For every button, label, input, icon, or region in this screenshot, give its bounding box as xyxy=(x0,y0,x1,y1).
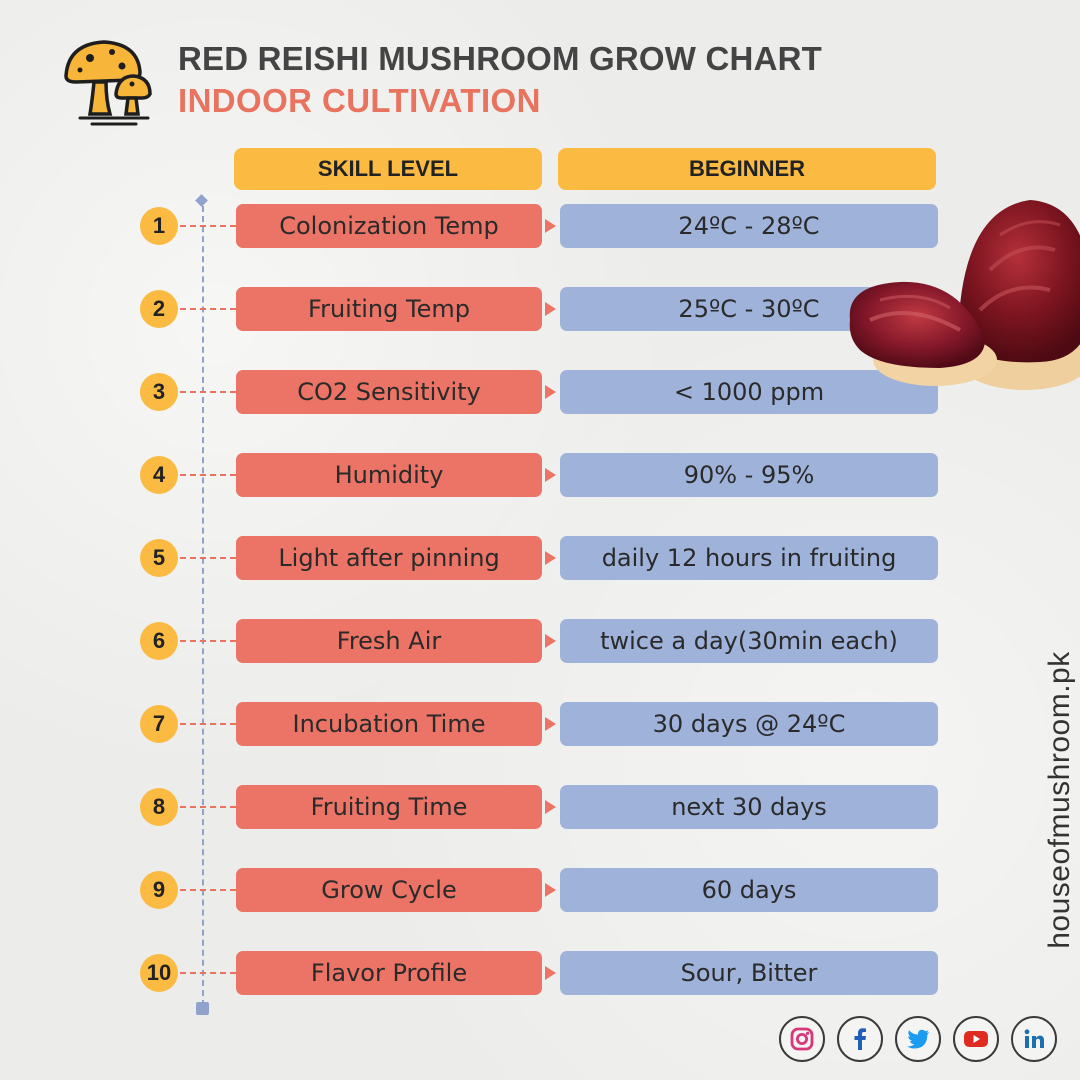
parameter-value: 90% - 95% xyxy=(560,453,938,497)
parameter-value: twice a day(30min each) xyxy=(560,619,938,663)
parameter-value: Sour, Bitter xyxy=(560,951,938,995)
arrow-icon xyxy=(545,800,556,814)
table-row: 6 Fresh Air twice a day(30min each) xyxy=(0,619,1080,663)
parameter-label: Flavor Profile xyxy=(236,951,542,995)
arrow-icon xyxy=(545,468,556,482)
parameter-label: Grow Cycle xyxy=(236,868,542,912)
table-row: 4 Humidity 90% - 95% xyxy=(0,453,1080,497)
parameter-label: Fruiting Temp xyxy=(236,287,542,331)
table-row: 9 Grow Cycle 60 days xyxy=(0,868,1080,912)
row-number: 6 xyxy=(140,622,178,660)
parameter-label: Light after pinning xyxy=(236,536,542,580)
connector-line xyxy=(180,723,236,725)
table-row: 8 Fruiting Time next 30 days xyxy=(0,785,1080,829)
arrow-icon xyxy=(545,385,556,399)
arrow-icon xyxy=(545,634,556,648)
instagram-icon[interactable] xyxy=(779,1016,825,1062)
arrow-icon xyxy=(545,219,556,233)
row-number: 10 xyxy=(140,954,178,992)
arrow-icon xyxy=(545,551,556,565)
connector-line xyxy=(180,308,236,310)
connector-line xyxy=(180,972,236,974)
connector-line xyxy=(180,889,236,891)
table-row: 10 Flavor Profile Sour, Bitter xyxy=(0,951,1080,995)
parameter-label: Humidity xyxy=(236,453,542,497)
parameter-value: 30 days @ 24ºC xyxy=(560,702,938,746)
reishi-mushroom-image xyxy=(840,190,1080,410)
connector-line xyxy=(180,391,236,393)
parameter-label: CO2 Sensitivity xyxy=(236,370,542,414)
mushroom-logo-icon xyxy=(60,38,156,128)
parameter-value: < 1000 ppm xyxy=(560,370,938,414)
page-title: RED REISHI MUSHROOM GROW CHART xyxy=(178,40,822,77)
arrow-icon xyxy=(545,302,556,316)
parameter-label: Colonization Temp xyxy=(236,204,542,248)
row-number: 4 xyxy=(140,456,178,494)
youtube-icon[interactable] xyxy=(953,1016,999,1062)
page-subtitle: INDOOR CULTIVATION xyxy=(178,82,541,119)
connector-line xyxy=(180,806,236,808)
linkedin-icon[interactable] xyxy=(1011,1016,1057,1062)
connector-line xyxy=(180,640,236,642)
twitter-icon[interactable] xyxy=(895,1016,941,1062)
connector-line xyxy=(180,225,236,227)
connector-line xyxy=(180,557,236,559)
parameter-value: 24ºC - 28ºC xyxy=(560,204,938,248)
table-row: 5 Light after pinning daily 12 hours in … xyxy=(0,536,1080,580)
beginner-header: BEGINNER xyxy=(558,148,936,190)
timeline-bottom-marker xyxy=(196,1002,209,1015)
parameter-label: Incubation Time xyxy=(236,702,542,746)
parameter-value: daily 12 hours in fruiting xyxy=(560,536,938,580)
row-number: 9 xyxy=(140,871,178,909)
parameter-label: Fruiting Time xyxy=(236,785,542,829)
row-number: 3 xyxy=(140,373,178,411)
arrow-icon xyxy=(545,883,556,897)
row-number: 8 xyxy=(140,788,178,826)
facebook-icon[interactable] xyxy=(837,1016,883,1062)
parameter-value: 60 days xyxy=(560,868,938,912)
table-row: 1 Colonization Temp 24ºC - 28ºC xyxy=(0,204,1080,248)
arrow-icon xyxy=(545,717,556,731)
parameter-label: Fresh Air xyxy=(236,619,542,663)
row-number: 7 xyxy=(140,705,178,743)
table-row: 7 Incubation Time 30 days @ 24ºC xyxy=(0,702,1080,746)
table-row: 3 CO2 Sensitivity < 1000 ppm xyxy=(0,370,1080,414)
website-url[interactable]: houseofmushroom.pk xyxy=(1043,651,1076,949)
connector-line xyxy=(180,474,236,476)
skill-level-header: SKILL LEVEL xyxy=(234,148,542,190)
row-number: 1 xyxy=(140,207,178,245)
parameter-value: next 30 days xyxy=(560,785,938,829)
row-number: 5 xyxy=(140,539,178,577)
row-number: 2 xyxy=(140,290,178,328)
timeline-line xyxy=(202,206,204,1006)
arrow-icon xyxy=(545,966,556,980)
